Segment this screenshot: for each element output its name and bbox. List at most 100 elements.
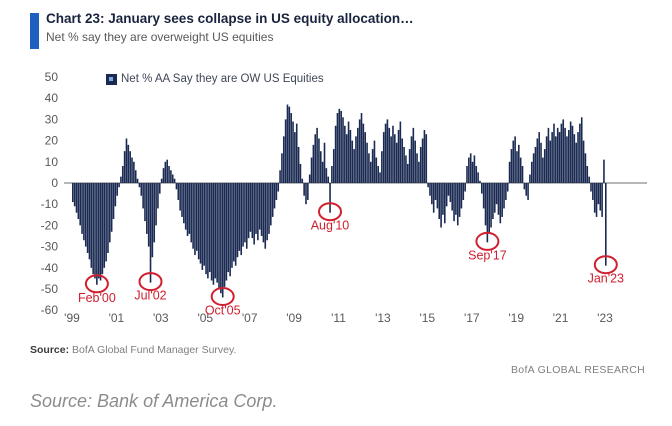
annotation-label: Jul'02 — [134, 289, 166, 303]
bar — [440, 183, 442, 228]
bar — [279, 170, 281, 183]
bar — [390, 136, 392, 183]
bar — [110, 183, 113, 232]
bar — [266, 183, 268, 241]
bar — [603, 159, 605, 183]
bar — [569, 121, 572, 183]
bar-series — [72, 104, 607, 298]
bar — [292, 121, 294, 183]
bar — [295, 123, 298, 183]
bar — [83, 183, 85, 241]
bar — [253, 183, 255, 245]
bar — [419, 146, 422, 183]
bar — [166, 159, 168, 183]
bar — [140, 183, 143, 196]
bar — [236, 183, 239, 258]
x-tick-label: '03 — [153, 311, 169, 325]
bar — [518, 144, 520, 183]
bar — [325, 168, 328, 183]
bar — [142, 183, 144, 209]
bar — [438, 183, 441, 220]
bar — [545, 136, 548, 183]
bar — [401, 138, 404, 183]
bar — [488, 183, 491, 234]
bar — [549, 140, 552, 183]
bar — [290, 113, 292, 183]
bar — [369, 161, 372, 183]
bar — [394, 134, 396, 183]
bar — [90, 183, 93, 268]
bar — [96, 183, 98, 285]
bar — [190, 183, 193, 243]
bar — [434, 183, 437, 200]
y-tick-label: -40 — [41, 261, 59, 275]
bar — [281, 153, 283, 183]
bar — [344, 125, 346, 183]
bar — [558, 132, 561, 183]
bar — [264, 183, 267, 249]
bar — [447, 183, 450, 196]
bar — [392, 125, 394, 183]
bar — [136, 178, 139, 183]
bar — [221, 183, 224, 298]
bar — [92, 183, 94, 275]
bar — [577, 132, 579, 183]
bar — [212, 183, 215, 285]
bar — [575, 142, 577, 183]
x-tick-label: '09 — [286, 311, 302, 325]
bar — [529, 174, 531, 183]
bar — [445, 183, 448, 207]
y-tick-label: -50 — [41, 282, 59, 296]
bar — [492, 183, 494, 220]
bar — [571, 125, 574, 183]
bar — [481, 183, 483, 194]
y-tick-label: 50 — [45, 70, 59, 84]
bar — [105, 183, 107, 262]
annotation-label: Jan'23 — [588, 272, 624, 286]
bar — [294, 132, 296, 183]
bar — [251, 183, 254, 239]
bar — [86, 183, 89, 253]
bar — [564, 127, 566, 183]
bar — [595, 183, 598, 217]
bar — [366, 142, 368, 183]
bar — [377, 166, 379, 183]
bar — [231, 183, 233, 268]
bar — [349, 130, 352, 183]
bar — [181, 183, 183, 217]
bar — [129, 151, 131, 183]
bar — [503, 183, 505, 209]
bar — [388, 127, 391, 183]
x-tick-label: '23 — [597, 311, 613, 325]
bar — [268, 183, 270, 234]
bar — [258, 183, 261, 230]
bar — [229, 183, 231, 277]
bar — [168, 166, 170, 183]
bar — [551, 132, 553, 183]
bar — [314, 134, 317, 183]
bar — [556, 127, 559, 183]
bar — [175, 183, 178, 190]
bar — [116, 183, 119, 196]
chart-source-label: Source: — [30, 344, 70, 356]
y-tick-label: 30 — [45, 112, 59, 126]
bar — [218, 183, 220, 289]
bar — [475, 166, 478, 183]
bar — [88, 183, 91, 260]
bar — [493, 183, 496, 213]
bar — [466, 166, 468, 183]
brand-text: BofA GLOBAL RESEARCH — [511, 364, 645, 376]
bar — [345, 134, 348, 183]
bar — [588, 176, 590, 183]
bar — [240, 183, 243, 256]
bar — [547, 127, 550, 183]
bar — [79, 183, 81, 226]
bar — [227, 183, 230, 273]
bar — [225, 183, 228, 281]
bar — [368, 153, 370, 183]
bar — [381, 151, 383, 183]
bar — [334, 125, 337, 183]
bar — [297, 146, 300, 183]
bar — [171, 174, 174, 183]
bar — [81, 183, 83, 234]
